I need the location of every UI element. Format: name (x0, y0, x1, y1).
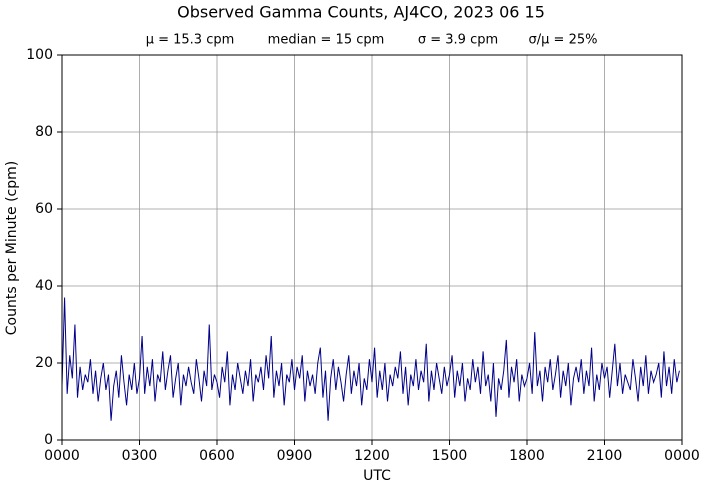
stat: σ/μ = 25% (529, 33, 598, 48)
y-tick-label: 60 (35, 201, 53, 217)
x-tick-label: 0600 (199, 448, 235, 464)
y-tick-label: 20 (35, 355, 53, 371)
x-tick-label: 1500 (432, 448, 468, 464)
chart-title: Observed Gamma Counts, AJ4CO, 2023 06 15 (177, 3, 545, 22)
x-tick-label: 0300 (122, 448, 158, 464)
x-tick-label: 1200 (354, 448, 390, 464)
stat: σ = 3.9 cpm (418, 33, 498, 48)
x-tick-label: 1800 (509, 448, 545, 464)
y-axis-label: Counts per Minute (cpm) (4, 161, 20, 335)
stat: median = 15 cpm (268, 33, 385, 48)
x-axis-label: UTC (363, 468, 391, 484)
plot-frame (61, 54, 683, 441)
x-tick-label: 0900 (277, 448, 313, 464)
y-tick-label: 0 (44, 432, 53, 448)
x-tick-label: 0000 (44, 448, 80, 464)
x-tick-label: 2100 (587, 448, 623, 464)
y-tick-label: 40 (35, 278, 53, 294)
x-tick-label: 0000 (664, 448, 700, 464)
stat: μ = 15.3 cpm (146, 33, 235, 48)
y-tick-label: 80 (35, 124, 53, 140)
data-line (61, 297, 680, 421)
y-tick-label: 100 (26, 47, 53, 63)
